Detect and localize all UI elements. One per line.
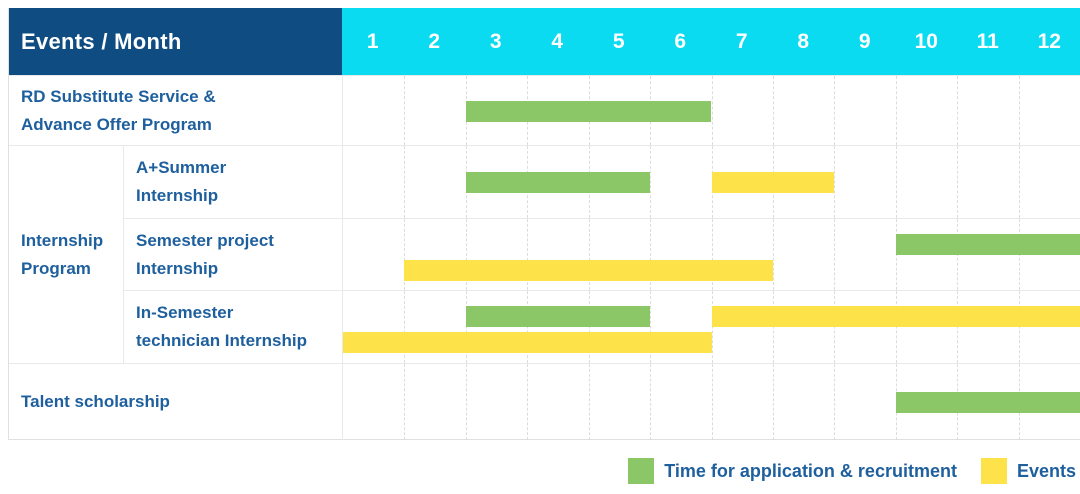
month-gridline: [711, 364, 713, 440]
month-gridline: [957, 291, 959, 363]
timeline-a-plus-summer-internship: [342, 145, 1080, 218]
month-gridline: [895, 76, 897, 145]
month-label-11: 11: [976, 29, 999, 53]
row-label-rd-substitute-service: RD Substitute Service & Advance Offer Pr…: [9, 75, 342, 145]
application-bar: [895, 392, 1080, 413]
legend-swatch-application: [628, 458, 655, 484]
month-gridline: [772, 364, 774, 440]
month-gridline: [957, 146, 959, 218]
month-gridline: [772, 76, 774, 145]
application-bar: [895, 234, 1080, 255]
month-gridline: [404, 364, 406, 440]
month-gridline: [465, 364, 467, 440]
month-gridline: [650, 291, 652, 363]
legend-label-events: Events: [1016, 460, 1076, 481]
row-label-a-plus-summer-internship: A+Summer Internship: [123, 145, 342, 218]
month-gridline: [711, 219, 713, 290]
legend-item-events: Events: [980, 458, 1076, 484]
table-header-events-month: Events / Month: [9, 8, 342, 75]
month-gridline: [895, 291, 897, 363]
month-gridline: [1018, 291, 1020, 363]
row-label-in-semester-technician-internship: In-Semester technician Internship: [123, 290, 342, 363]
timeline-talent-scholarship: [342, 363, 1080, 440]
month-gridline: [895, 146, 897, 218]
month-label-5: 5: [612, 29, 625, 53]
month-gridline: [404, 219, 406, 290]
month-gridline: [834, 219, 836, 290]
month-label-10: 10: [914, 29, 938, 53]
month-header-row: 1 2 3 4 5 6 7 8 9 10 11 12: [342, 8, 1080, 75]
events-bar: [711, 172, 835, 193]
events-bar: [404, 260, 773, 281]
month-gridline: [650, 219, 652, 290]
legend: Time for application & recruitment Events: [628, 452, 1076, 490]
month-label-1: 1: [366, 29, 379, 53]
month-gridline: [711, 291, 713, 363]
timeline-semester-project-internship: [342, 218, 1080, 290]
month-gridline: [772, 291, 774, 363]
events-bar: [711, 306, 1080, 327]
month-gridline: [834, 364, 836, 440]
month-gridline: [588, 219, 590, 290]
row-group-label-internship-program: Internship Program: [9, 145, 123, 363]
month-gridline: [650, 364, 652, 440]
month-label-4: 4: [551, 29, 564, 53]
month-gridline: [957, 76, 959, 145]
month-label-9: 9: [858, 29, 871, 53]
month-gridline: [527, 291, 529, 363]
month-gridline: [711, 76, 713, 145]
events-bar: [343, 332, 712, 353]
row-label-talent-scholarship: Talent scholarship: [9, 363, 342, 440]
month-label-8: 8: [797, 29, 810, 53]
month-gridline: [650, 146, 652, 218]
month-gridline: [588, 291, 590, 363]
month-gridline: [527, 219, 529, 290]
month-label-2: 2: [428, 29, 441, 53]
application-bar: [465, 306, 651, 327]
legend-swatch-events: [980, 458, 1007, 484]
month-gridline: [834, 76, 836, 145]
application-bar: [465, 100, 712, 122]
month-gridline: [588, 364, 590, 440]
month-gridline: [404, 76, 406, 145]
month-gridline: [465, 219, 467, 290]
timeline-rd-substitute-service: [342, 75, 1080, 145]
month-gridline: [1018, 76, 1020, 145]
legend-item-application: Time for application & recruitment: [628, 458, 957, 484]
month-gridline: [834, 146, 836, 218]
month-label-7: 7: [735, 29, 748, 53]
month-gridline: [404, 146, 406, 218]
month-gridline: [1018, 146, 1020, 218]
month-gridline: [834, 291, 836, 363]
timeline-in-semester-technician-internship: [342, 290, 1080, 363]
month-label-12: 12: [1037, 29, 1061, 53]
legend-label-application: Time for application & recruitment: [664, 460, 957, 481]
month-gridline: [772, 219, 774, 290]
month-label-6: 6: [674, 29, 687, 53]
gantt-table: Events / Month 1 2 3 4 5 6 7 8 9 10 11 12 Internshi…: [8, 8, 1080, 440]
row-label-semester-project-internship: Semester project Internship: [123, 218, 342, 290]
month-label-3: 3: [489, 29, 502, 53]
month-gridline: [465, 291, 467, 363]
month-gridline: [404, 291, 406, 363]
application-bar: [465, 172, 651, 193]
month-gridline: [527, 364, 529, 440]
